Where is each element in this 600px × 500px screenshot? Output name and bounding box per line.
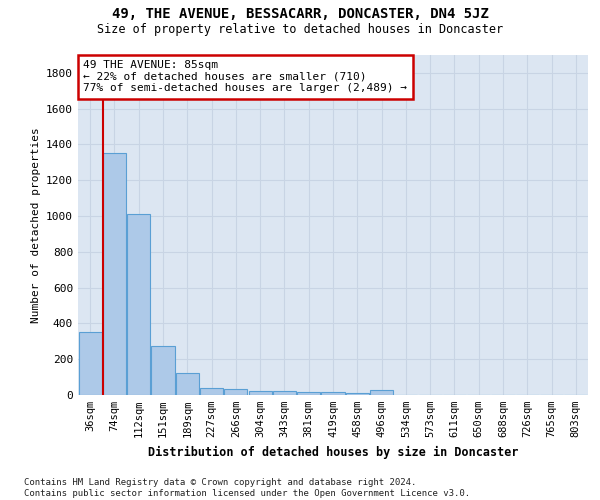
Bar <box>297 392 320 395</box>
Text: 49, THE AVENUE, BESSACARR, DONCASTER, DN4 5JZ: 49, THE AVENUE, BESSACARR, DONCASTER, DN… <box>112 8 488 22</box>
Bar <box>370 390 393 395</box>
Bar <box>346 393 369 395</box>
Bar <box>273 392 296 395</box>
Text: Size of property relative to detached houses in Doncaster: Size of property relative to detached ho… <box>97 22 503 36</box>
Bar <box>103 154 126 395</box>
Y-axis label: Number of detached properties: Number of detached properties <box>31 127 41 323</box>
Bar <box>200 388 223 395</box>
Bar <box>248 390 272 395</box>
X-axis label: Distribution of detached houses by size in Doncaster: Distribution of detached houses by size … <box>148 446 518 459</box>
Text: 49 THE AVENUE: 85sqm
← 22% of detached houses are smaller (710)
77% of semi-deta: 49 THE AVENUE: 85sqm ← 22% of detached h… <box>83 60 407 94</box>
Bar <box>322 392 344 395</box>
Bar <box>127 214 150 395</box>
Bar <box>151 346 175 395</box>
Bar <box>224 388 247 395</box>
Text: Contains HM Land Registry data © Crown copyright and database right 2024.
Contai: Contains HM Land Registry data © Crown c… <box>24 478 470 498</box>
Bar <box>79 332 101 395</box>
Bar <box>176 372 199 395</box>
